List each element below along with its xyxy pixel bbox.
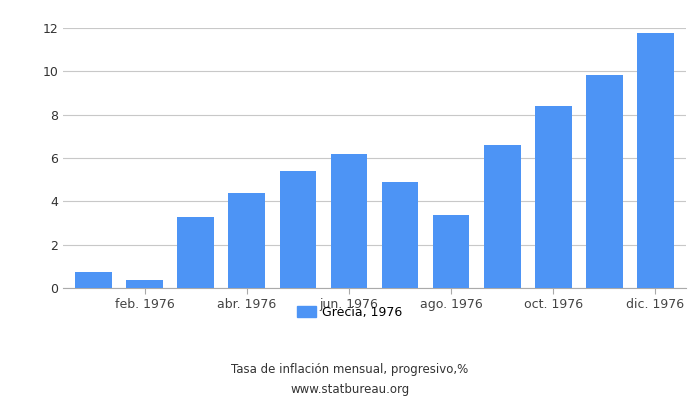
Bar: [535, 106, 572, 288]
Bar: [177, 217, 214, 288]
Text: Tasa de inflación mensual, progresivo,%: Tasa de inflación mensual, progresivo,%: [232, 364, 468, 376]
Bar: [637, 34, 673, 288]
Bar: [586, 74, 623, 288]
Bar: [126, 280, 163, 288]
Bar: [484, 145, 521, 288]
Bar: [279, 171, 316, 288]
Bar: [433, 215, 470, 288]
Bar: [76, 272, 112, 288]
Bar: [228, 193, 265, 288]
Bar: [330, 154, 368, 288]
Text: www.statbureau.org: www.statbureau.org: [290, 384, 410, 396]
Bar: [382, 182, 419, 288]
Legend: Grecia, 1976: Grecia, 1976: [293, 301, 407, 324]
